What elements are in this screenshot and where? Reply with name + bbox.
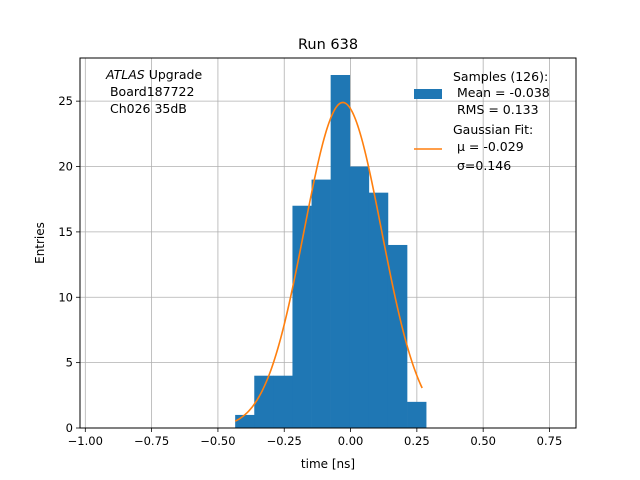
histogram-bar: [368, 192, 389, 428]
y-axis-ticks: 0 5 10 15 20 25: [58, 94, 80, 435]
x-tick-label: −0.75: [134, 434, 169, 448]
y-tick-label: 10: [58, 290, 73, 304]
histogram-bar: [387, 244, 408, 428]
legend-fit-line-2: μ = -0.029: [453, 139, 524, 154]
y-tick-label: 15: [58, 225, 73, 239]
x-axis-ticks: −1.00 −0.75 −0.50 −0.25 0.00 0.25 0.50 0.75: [68, 428, 563, 448]
x-tick-label: 0.00: [338, 434, 364, 448]
y-tick-label: 0: [66, 421, 73, 435]
y-axis-label: Entries: [33, 222, 47, 264]
legend-fit-line-3: σ=0.146: [453, 158, 511, 173]
x-axis-label: time [ns]: [301, 457, 355, 471]
y-tick-label: 25: [58, 94, 73, 108]
legend-samples-line-3: RMS = 0.133: [453, 102, 539, 117]
y-tick-label: 5: [66, 356, 73, 370]
chart-title: Run 638: [298, 37, 358, 53]
plot-frame: [79, 57, 577, 429]
legend-samples-swatch: [414, 89, 442, 99]
histogram-bar: [407, 401, 427, 428]
legend: Samples (126): Mean = -0.038 RMS = 0.133…: [414, 69, 550, 173]
histogram-bar: [311, 179, 331, 428]
x-tick-label: 0.25: [404, 434, 430, 448]
histogram-bar: [330, 74, 351, 429]
histogram-bar: [273, 375, 293, 428]
x-tick-label: 0.75: [537, 434, 563, 448]
x-tick-label: −0.25: [267, 434, 302, 448]
annotation-line-1: ATLAS Upgrade: [105, 67, 202, 82]
histogram-bar: [235, 414, 255, 428]
gaussian-fit-curve: [234, 101, 423, 422]
x-tick-label: −0.50: [200, 434, 235, 448]
legend-samples-line-2: Mean = -0.038: [453, 85, 550, 100]
annotation-line-3: Ch026 35dB: [106, 101, 187, 116]
atlas-annotation: ATLAS Upgrade Board187722 Ch026 35dB: [105, 67, 202, 116]
legend-samples-line-1: Samples (126):: [453, 69, 548, 84]
y-tick-label: 20: [58, 160, 73, 174]
histogram-bar: [254, 375, 274, 428]
legend-fit-line-1: Gaussian Fit:: [453, 122, 533, 137]
x-tick-label: −1.00: [68, 434, 103, 448]
x-tick-label: 0.50: [470, 434, 496, 448]
histogram-bar: [349, 166, 370, 428]
histogram-bars: [235, 74, 427, 429]
annotation-line-2: Board187722: [106, 84, 194, 99]
